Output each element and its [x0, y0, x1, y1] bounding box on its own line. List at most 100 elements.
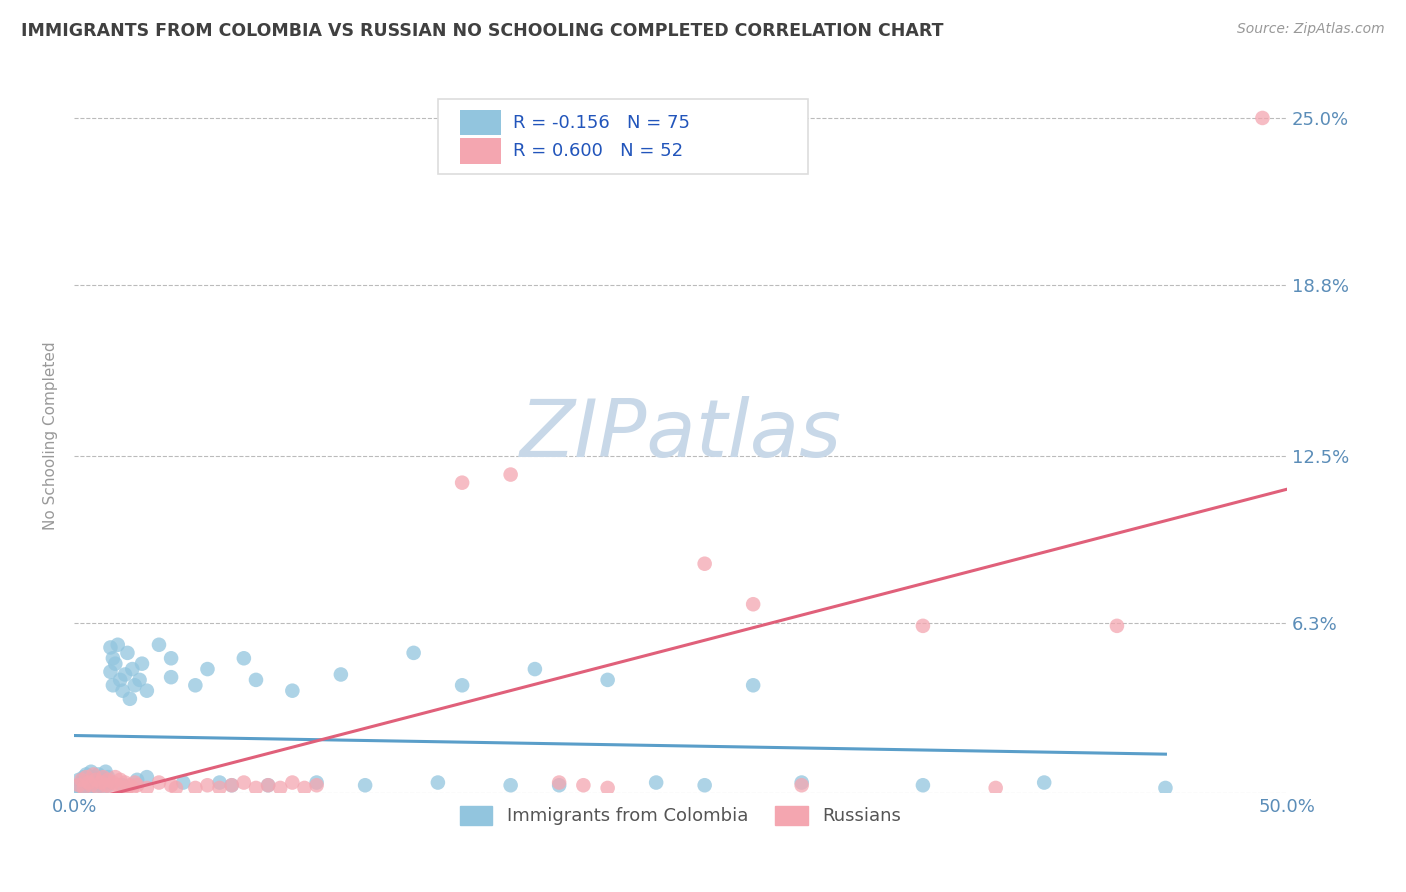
Point [70, 783, 93, 797]
Point [91, 780, 114, 795]
Point [100, 665, 122, 679]
Point [257, 778, 280, 792]
Point [184, 678, 207, 692]
Point [184, 780, 207, 795]
Point [160, 778, 183, 792]
Point [77, 775, 100, 789]
FancyBboxPatch shape [460, 110, 501, 136]
Point [742, 678, 765, 692]
Point [160, 651, 183, 665]
FancyBboxPatch shape [460, 138, 501, 164]
Text: R = -0.156   N = 75: R = -0.156 N = 75 [513, 113, 690, 131]
Point [91, 770, 114, 784]
Point [101, 678, 124, 692]
Point [911, 619, 934, 633]
Point [172, 775, 194, 789]
Point [80, 764, 103, 779]
Point [790, 778, 813, 792]
Text: ZIPatlas: ZIPatlas [519, 396, 841, 475]
Point [94, 775, 117, 789]
Point [67, 778, 90, 792]
Point [1033, 775, 1056, 789]
Point [305, 775, 328, 789]
Point [111, 780, 134, 795]
Point [97, 770, 120, 784]
Point [108, 673, 131, 687]
Point [117, 780, 139, 795]
Point [75, 767, 97, 781]
Point [104, 657, 127, 671]
Point [101, 651, 124, 665]
Point [87, 775, 110, 789]
Point [281, 683, 304, 698]
Point [329, 667, 352, 681]
Point [127, 772, 149, 787]
Point [91, 772, 114, 787]
Point [124, 775, 146, 789]
Point [572, 778, 595, 792]
Text: IMMIGRANTS FROM COLOMBIA VS RUSSIAN NO SCHOOLING COMPLETED CORRELATION CHART: IMMIGRANTS FROM COLOMBIA VS RUSSIAN NO S… [21, 22, 943, 40]
Point [80, 775, 103, 789]
Point [75, 778, 97, 792]
Point [523, 662, 546, 676]
Point [354, 778, 377, 792]
Point [94, 778, 117, 792]
Point [73, 780, 96, 795]
Point [127, 778, 149, 792]
Point [232, 651, 254, 665]
Point [257, 778, 280, 792]
Point [80, 778, 103, 792]
Point [499, 467, 522, 482]
Point [596, 780, 619, 795]
Point [87, 780, 110, 795]
Point [208, 775, 231, 789]
Text: R = 0.600   N = 52: R = 0.600 N = 52 [513, 142, 683, 161]
Point [67, 772, 90, 787]
Point [97, 778, 120, 792]
Point [90, 778, 112, 792]
Point [499, 778, 522, 792]
Point [108, 772, 131, 787]
FancyBboxPatch shape [437, 99, 807, 174]
Point [104, 770, 127, 784]
Point [82, 767, 104, 781]
Point [221, 778, 243, 792]
Point [117, 646, 139, 660]
Point [100, 780, 122, 795]
Point [121, 780, 143, 795]
Point [82, 778, 104, 792]
Point [70, 775, 93, 789]
Text: Source: ZipAtlas.com: Source: ZipAtlas.com [1237, 22, 1385, 37]
Point [232, 775, 254, 789]
Point [84, 772, 107, 787]
Point [693, 557, 716, 571]
Y-axis label: No Schooling Completed: No Schooling Completed [44, 341, 58, 530]
Point [596, 673, 619, 687]
Point [245, 673, 267, 687]
Point [221, 778, 243, 792]
Point [73, 780, 96, 795]
Point [67, 778, 90, 792]
Point [118, 778, 141, 792]
Point [305, 778, 328, 792]
Point [114, 775, 136, 789]
Point [1154, 780, 1177, 795]
Point [197, 662, 219, 676]
Point [790, 775, 813, 789]
Point [645, 775, 668, 789]
Point [118, 691, 141, 706]
Point [75, 770, 97, 784]
Point [160, 670, 183, 684]
Point [131, 657, 153, 671]
Point [245, 780, 267, 795]
Point [70, 772, 93, 787]
Point [208, 780, 231, 795]
Point [742, 597, 765, 611]
Point [82, 770, 104, 784]
Point [548, 778, 571, 792]
Point [984, 780, 1007, 795]
Point [269, 780, 291, 795]
Point [1105, 619, 1128, 633]
Point [77, 780, 100, 795]
Point [111, 683, 134, 698]
